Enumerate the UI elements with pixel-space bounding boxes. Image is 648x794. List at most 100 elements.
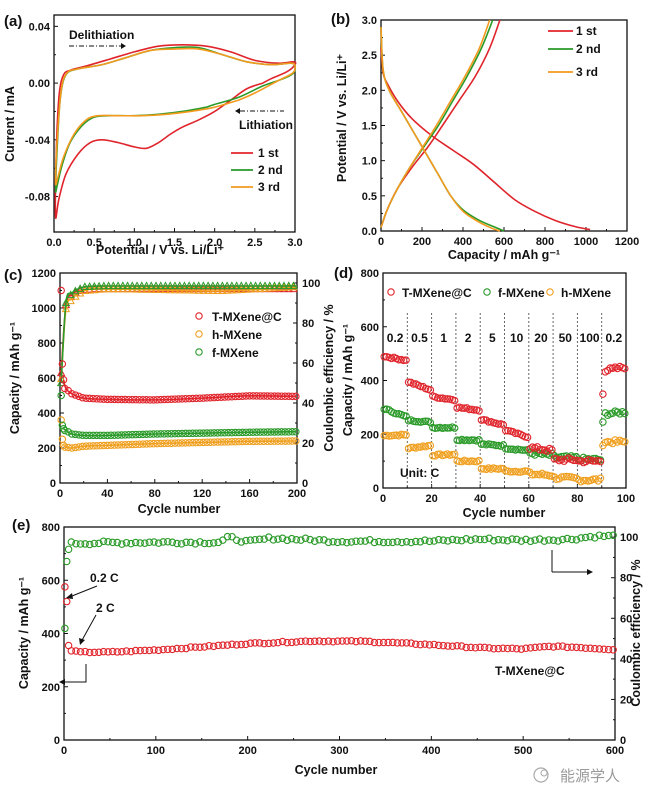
rate-marker bbox=[450, 450, 459, 459]
x-tick-label: 0 bbox=[380, 493, 386, 505]
capacity-marker bbox=[128, 430, 137, 439]
capacity-marker bbox=[485, 644, 493, 652]
rate-marker bbox=[412, 417, 420, 426]
capacity-marker bbox=[549, 643, 558, 651]
rate-marker bbox=[540, 471, 549, 479]
ce-marker bbox=[297, 536, 305, 544]
rate-marker bbox=[460, 404, 469, 412]
x-tick-label: 800 bbox=[536, 236, 554, 248]
x-tick-label: 0 bbox=[61, 745, 67, 757]
capacity-marker bbox=[503, 644, 512, 653]
rate-marker bbox=[526, 445, 534, 453]
rate-label: 50 bbox=[559, 331, 573, 345]
ce-marker bbox=[407, 538, 415, 547]
ce-marker bbox=[324, 538, 333, 547]
ce-marker bbox=[208, 281, 218, 290]
capacity-marker bbox=[188, 394, 197, 403]
capacity-marker bbox=[139, 430, 147, 439]
ce-marker bbox=[184, 285, 194, 294]
ce-marker bbox=[306, 535, 314, 544]
capacity-marker bbox=[181, 439, 190, 447]
rate-marker bbox=[399, 356, 408, 365]
rate-marker bbox=[601, 409, 610, 417]
capacity-marker bbox=[186, 643, 195, 651]
x-tick-label: 0.5 bbox=[87, 237, 102, 249]
arrow-icon bbox=[79, 638, 85, 645]
ce-marker bbox=[189, 285, 199, 294]
ce-marker bbox=[398, 538, 406, 547]
capacity-marker bbox=[78, 442, 87, 451]
y-tick-label: 1.0 bbox=[362, 156, 377, 168]
capacity-marker bbox=[245, 437, 254, 446]
capacity-marker bbox=[283, 638, 291, 647]
ce-marker bbox=[389, 538, 397, 547]
capacity-marker bbox=[149, 430, 158, 438]
capacity-marker bbox=[581, 644, 590, 652]
rate-marker bbox=[518, 446, 527, 454]
capacity-marker bbox=[467, 643, 475, 652]
panel-label: (c) bbox=[4, 267, 22, 284]
capacity-marker bbox=[167, 429, 176, 438]
rate-marker bbox=[414, 418, 422, 426]
rate-marker bbox=[613, 364, 622, 373]
rate-label: 2 bbox=[465, 331, 472, 345]
capacity-marker bbox=[139, 440, 147, 448]
ce-marker bbox=[512, 535, 521, 544]
ce-marker bbox=[274, 535, 282, 543]
rate-marker bbox=[591, 457, 600, 465]
capacity-marker bbox=[224, 428, 233, 437]
capacity-marker bbox=[196, 429, 204, 437]
gcd-curve bbox=[380, 19, 491, 228]
x-tick-label: 1.5 bbox=[167, 237, 182, 249]
ce-marker bbox=[104, 281, 113, 290]
capacity-marker bbox=[110, 441, 119, 449]
rate-marker bbox=[419, 417, 427, 426]
ce-marker bbox=[189, 281, 199, 290]
rate-marker bbox=[453, 436, 461, 444]
capacity-marker bbox=[149, 396, 158, 404]
rate-marker bbox=[433, 394, 442, 402]
capacity-marker bbox=[206, 393, 215, 402]
capacity-marker bbox=[375, 638, 383, 647]
y-tick-label: 0.5 bbox=[362, 191, 377, 203]
ce-marker bbox=[370, 538, 379, 547]
capacity-marker bbox=[577, 643, 585, 652]
ce-marker bbox=[416, 538, 425, 546]
rate-marker bbox=[562, 472, 571, 481]
capacity-marker bbox=[232, 641, 241, 649]
capacity-marker bbox=[563, 643, 571, 652]
capacity-marker bbox=[68, 389, 76, 398]
x-tick-label: 120 bbox=[193, 488, 211, 500]
y-right-tick-label: 20 bbox=[620, 694, 632, 706]
ce-marker bbox=[173, 539, 181, 548]
capacity-marker bbox=[416, 640, 425, 649]
ce-marker bbox=[517, 537, 526, 545]
capacity-marker bbox=[252, 437, 261, 446]
capacity-marker bbox=[160, 439, 169, 448]
capacity-marker bbox=[85, 648, 94, 657]
arrow-2C-line bbox=[80, 614, 97, 643]
ce-marker bbox=[227, 285, 237, 294]
legend-label: 1 st bbox=[258, 146, 279, 160]
rate-marker bbox=[475, 407, 483, 415]
rate-marker bbox=[504, 445, 512, 453]
capacity-marker bbox=[558, 642, 567, 650]
capacity-marker bbox=[425, 641, 434, 649]
capacity-marker bbox=[168, 645, 177, 654]
ce-marker bbox=[471, 535, 480, 543]
legend-label: 1 st bbox=[576, 24, 597, 38]
capacity-marker bbox=[188, 429, 197, 438]
ce-marker bbox=[147, 281, 156, 290]
capacity-marker bbox=[242, 428, 250, 437]
capacity-marker bbox=[124, 440, 133, 449]
capacity-marker bbox=[301, 637, 310, 645]
ce-marker bbox=[480, 535, 489, 544]
panel-d-rate-capability: 0 20 40 60 80 100 0 200 400 600 800 (d) 0.2 0.5 1 2 5 10 2… bbox=[334, 265, 635, 520]
ce-marker bbox=[90, 539, 99, 548]
rate-marker bbox=[390, 431, 398, 440]
ce-marker bbox=[64, 545, 73, 554]
y-right-tick-label: 100 bbox=[302, 278, 320, 290]
ce-marker bbox=[508, 535, 516, 543]
capacity-marker bbox=[512, 644, 521, 653]
ce-marker bbox=[581, 533, 590, 542]
